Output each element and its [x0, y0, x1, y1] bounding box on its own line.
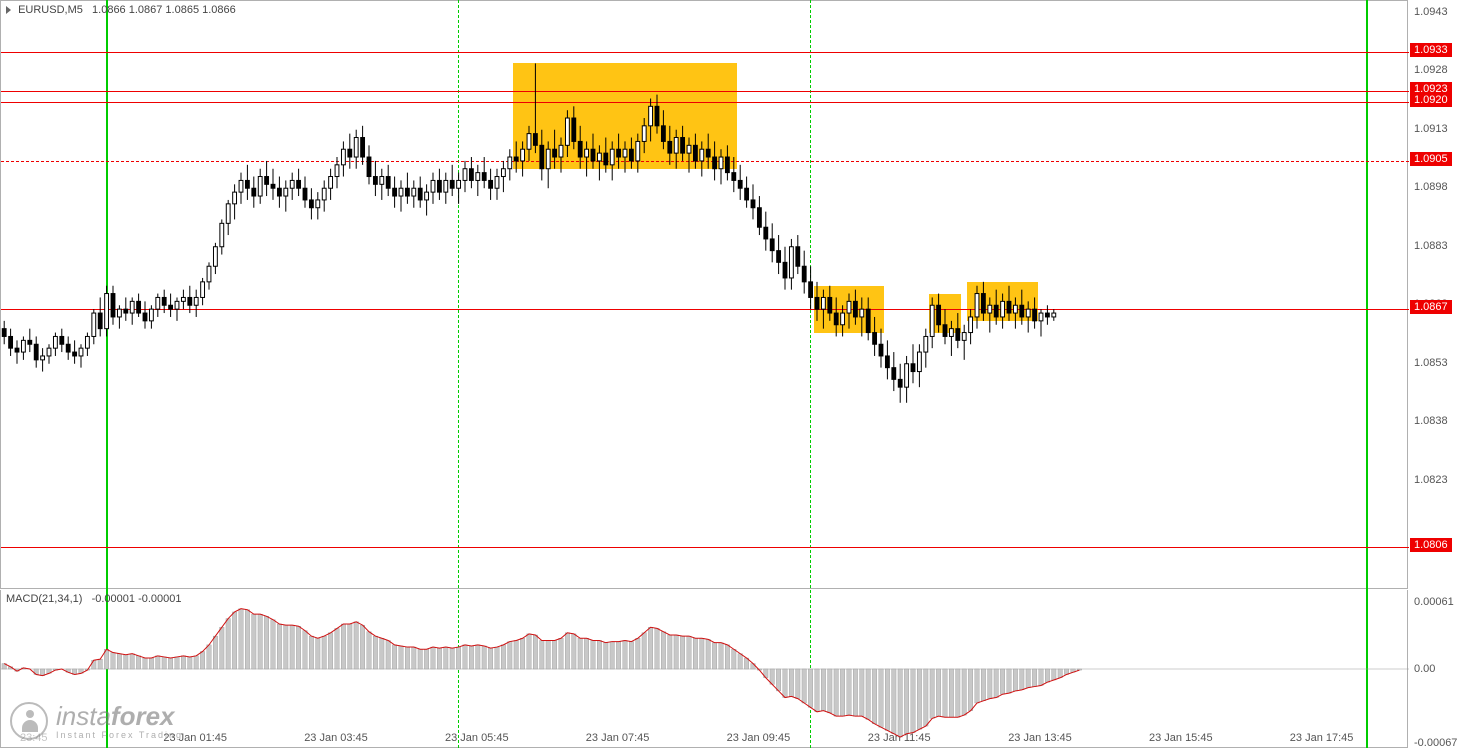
price-level-tag: 1.0933	[1410, 43, 1452, 57]
watermark-icon	[10, 702, 48, 740]
y-tick: 1.0853	[1414, 357, 1448, 369]
y-tick: 1.0928	[1414, 64, 1448, 76]
macd-svg	[1, 590, 1409, 748]
ohlc-label: 1.0866 1.0867 1.0865 1.0866	[92, 4, 236, 16]
price-level-tag: 1.0806	[1410, 538, 1452, 552]
macd-layer	[1, 590, 1409, 748]
watermark-sub: Instant Forex Trading	[56, 730, 183, 740]
candle-layer	[1, 1, 1409, 590]
macd-y-tick: -0.00067	[1414, 737, 1457, 749]
price-y-axis: 1.09431.09281.09131.08981.08831.08681.08…	[1408, 0, 1468, 750]
watermark: instaforex Instant Forex Trading	[10, 701, 183, 740]
y-tick: 1.0823	[1414, 474, 1448, 486]
price-level-tag: 1.0867	[1410, 300, 1452, 314]
watermark-brand-a: insta	[56, 701, 111, 731]
y-tick: 1.0883	[1414, 240, 1448, 252]
price-level-tag: 1.0920	[1410, 93, 1452, 107]
macd-title: MACD(21,34,1) -0.00001 -0.00001	[6, 593, 182, 605]
macd-values: -0.00001 -0.00001	[92, 593, 182, 605]
y-tick: 1.0943	[1414, 6, 1448, 18]
price-level-tag: 1.0905	[1410, 152, 1452, 166]
y-tick: 1.0898	[1414, 181, 1448, 193]
macd-label: MACD(21,34,1)	[6, 593, 82, 605]
watermark-brand-b: forex	[111, 701, 175, 731]
collapse-icon	[6, 6, 11, 14]
chart-container: EURUSD,M5 1.0866 1.0867 1.0865 1.0866 MA…	[0, 0, 1468, 750]
price-pane[interactable]	[0, 0, 1408, 589]
macd-y-tick: 0.00	[1414, 663, 1435, 675]
candles-svg	[1, 1, 1409, 590]
macd-y-tick: 0.00061	[1414, 596, 1454, 608]
y-tick: 1.0838	[1414, 415, 1448, 427]
symbol-label: EURUSD,M5	[18, 4, 83, 16]
chart-title: EURUSD,M5 1.0866 1.0867 1.0865 1.0866	[6, 4, 236, 16]
y-tick: 1.0913	[1414, 123, 1448, 135]
macd-pane[interactable]	[0, 590, 1408, 748]
